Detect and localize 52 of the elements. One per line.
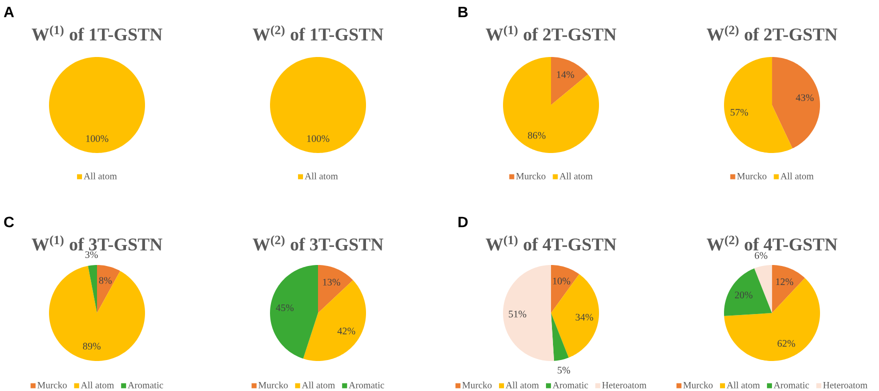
legend-label: All atom: [302, 382, 335, 388]
data-label: 100%: [307, 135, 330, 142]
data-label: 51%: [508, 310, 526, 318]
legend-label: All atom: [84, 172, 117, 180]
data-label: 57%: [730, 108, 748, 116]
legend-label: Murcko: [462, 382, 492, 388]
legend-label: All atom: [726, 382, 760, 388]
text: A: [4, 6, 14, 18]
legend-label: All atom: [559, 172, 593, 180]
legend-label: Murcko: [737, 172, 766, 180]
legend-label: Aromatic: [774, 382, 809, 388]
data-label: 62%: [778, 340, 796, 347]
chart-title: W$^{(1)}$ of 4T-GSTN: [486, 235, 616, 251]
chart-title: W$^{(1)}$ of 1T-GSTN: [32, 25, 162, 41]
data-label: 43%: [796, 94, 814, 102]
chart-title: W$^{(1)}$ of 3T-GSTN: [32, 235, 162, 251]
data-label: 20%: [734, 292, 752, 298]
text: D: [458, 216, 468, 228]
legend-label: All atom: [80, 382, 114, 388]
chart-title: W$^{(2)}$ of 3T-GSTN: [252, 235, 384, 251]
data-label: 89%: [82, 342, 101, 350]
data-label: 10%: [553, 278, 570, 284]
chart-title: W$^{(2)}$ of 1T-GSTN: [252, 25, 384, 41]
legend-label: Aromatic: [348, 382, 384, 388]
data-label: 13%: [323, 278, 340, 286]
text: C: [4, 216, 14, 228]
legend-label: Murcko: [258, 382, 288, 388]
text: B: [458, 6, 468, 18]
data-label: 8%: [99, 277, 112, 284]
legend-label: Heteroatom: [823, 382, 868, 388]
legend-label: Murcko: [683, 382, 713, 388]
data-label: 14%: [557, 71, 574, 78]
data-label: 3%: [85, 251, 98, 258]
data-label: 86%: [528, 132, 546, 139]
data-label: 6%: [754, 252, 768, 259]
data-label: 34%: [576, 314, 594, 321]
data-label: 12%: [776, 278, 794, 286]
legend-label: All atom: [304, 172, 338, 180]
chart-title: W$^{(2)}$ of 2T-GSTN: [706, 25, 838, 41]
legend-label: Murcko: [37, 382, 67, 388]
chart-title: W$^{(2)}$ of 4T-GSTN: [706, 235, 838, 251]
legend-label: Murcko: [516, 172, 546, 180]
chart-title: W$^{(1)}$ of 2T-GSTN: [486, 25, 616, 41]
data-label: 42%: [337, 328, 356, 334]
data-label: 5%: [558, 366, 570, 374]
legend-label: All atom: [506, 382, 539, 388]
data-label: 45%: [276, 304, 294, 312]
data-label: 100%: [86, 135, 108, 142]
legend-label: All atom: [780, 172, 814, 180]
legend-label: Aromatic: [128, 382, 164, 388]
legend-label: Heteroatom: [602, 382, 646, 388]
legend-label: Aromatic: [552, 382, 588, 388]
